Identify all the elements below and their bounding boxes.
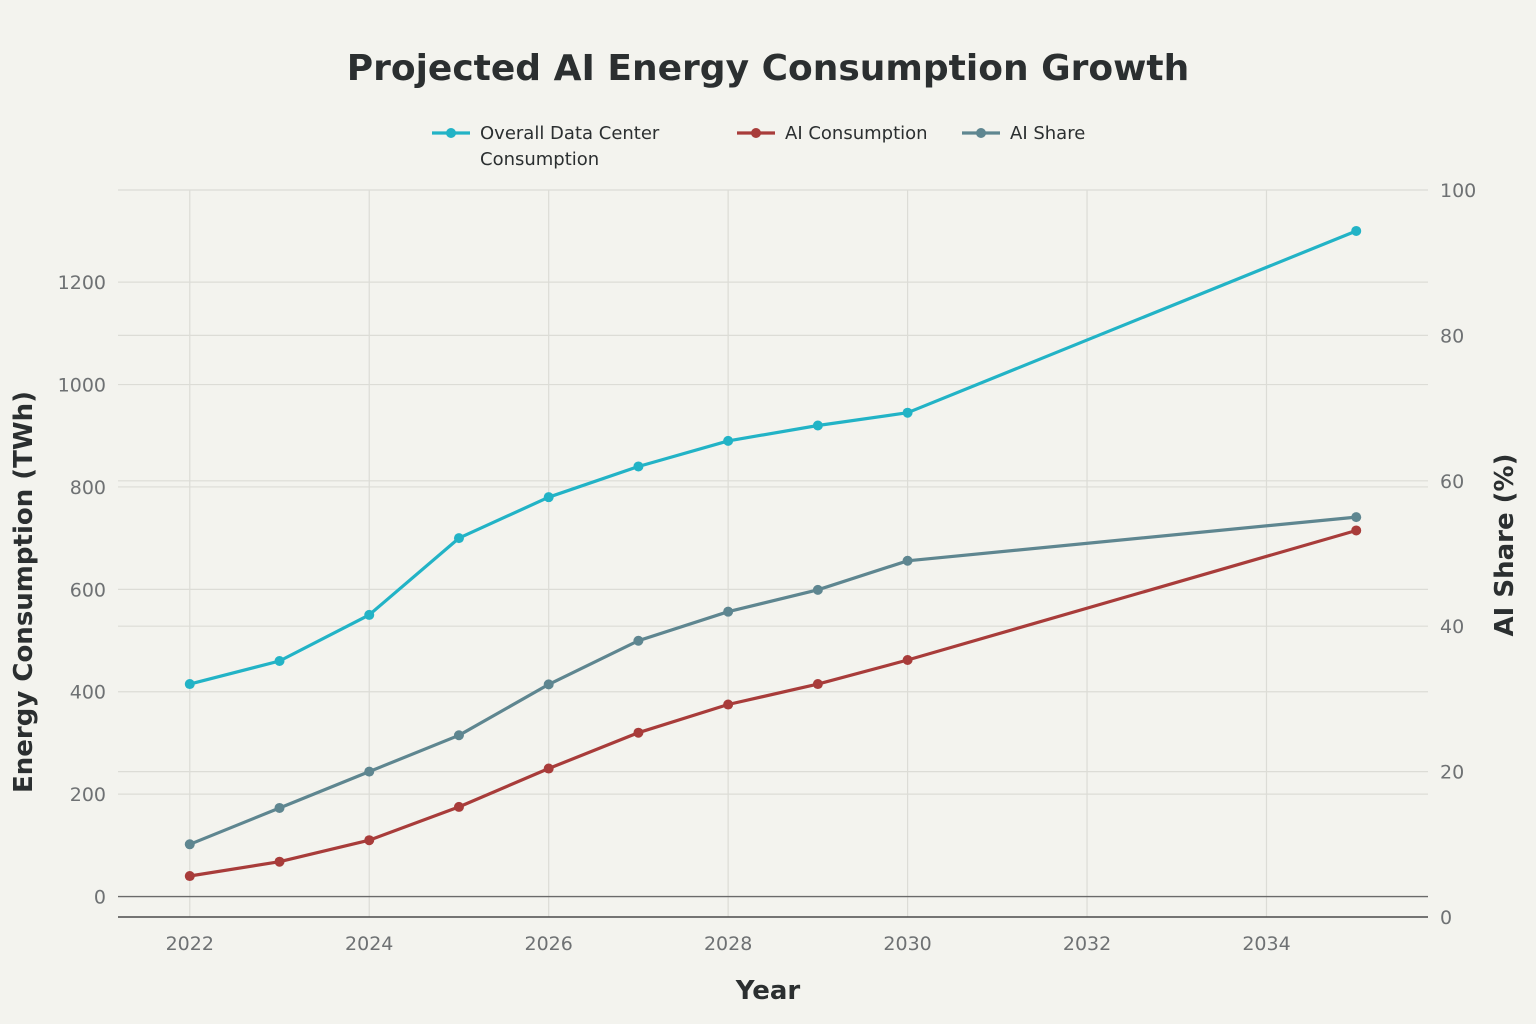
data-point[interactable]	[543, 763, 554, 774]
x-tick-label: 2034	[1242, 933, 1290, 955]
data-point[interactable]	[723, 435, 734, 446]
data-point[interactable]	[184, 871, 195, 882]
legend-label: AI Consumption	[785, 123, 928, 144]
data-point[interactable]	[364, 609, 375, 620]
data-point[interactable]	[812, 679, 823, 690]
y2-tick-label: 80	[1440, 325, 1464, 347]
legend-item-0[interactable]: Overall Data Center Consumption	[432, 123, 660, 170]
legend[interactable]: Overall Data Center Consumption AI Consump…	[432, 123, 1085, 170]
data-point[interactable]	[364, 835, 375, 846]
legend-swatch-marker	[976, 128, 986, 138]
legend-item-1[interactable]: AI Consumption	[737, 123, 928, 144]
y-tick-label: 1000	[58, 375, 106, 397]
data-point[interactable]	[274, 656, 285, 667]
legend-label: Overall Data Center Consumption	[480, 123, 660, 170]
data-point[interactable]	[543, 492, 554, 503]
x-axis-title: Year	[735, 976, 801, 1006]
y2-axis-title: AI Share (%)	[1490, 454, 1520, 637]
data-point[interactable]	[633, 461, 644, 472]
data-point[interactable]	[812, 584, 823, 595]
series-layer	[184, 225, 1362, 882]
series-line-2[interactable]	[188, 515, 1358, 846]
chart-title: Projected AI Energy Consumption Growth	[347, 48, 1190, 89]
data-point[interactable]	[1351, 225, 1362, 236]
axis-layer: 2022 2024 2026 2028 2030 2032 2034020040060080…	[58, 180, 1477, 955]
y2-tick-label: 60	[1440, 471, 1464, 493]
x-tick-label: 2030	[883, 933, 931, 955]
y-axis-title: Energy Consumption (TWh)	[9, 391, 39, 793]
y-tick-label: 0	[94, 887, 106, 909]
x-tick-label: 2024	[345, 933, 393, 955]
x-tick-label: 2022	[166, 933, 214, 955]
data-point[interactable]	[902, 654, 913, 665]
data-point[interactable]	[1351, 512, 1362, 523]
y-tick-label: 1200	[58, 272, 106, 294]
data-point[interactable]	[274, 856, 285, 867]
data-point[interactable]	[184, 679, 195, 690]
data-point[interactable]	[812, 420, 823, 431]
data-point[interactable]	[274, 802, 285, 813]
data-point[interactable]	[633, 635, 644, 646]
data-point[interactable]	[453, 533, 464, 544]
data-point[interactable]	[723, 606, 734, 617]
y-tick-label: 800	[70, 477, 106, 499]
data-point[interactable]	[364, 766, 375, 777]
data-point[interactable]	[543, 679, 554, 690]
y-tick-label: 400	[70, 682, 106, 704]
series-line-1[interactable]	[188, 528, 1358, 878]
legend-swatch-marker	[446, 128, 456, 138]
y-tick-label: 600	[70, 579, 106, 601]
x-tick-label: 2026	[525, 933, 573, 955]
grid-layer	[118, 189, 1428, 917]
data-point[interactable]	[633, 727, 644, 738]
data-point[interactable]	[902, 407, 913, 418]
y2-tick-label: 20	[1440, 762, 1464, 784]
x-tick-label: 2032	[1063, 933, 1111, 955]
y2-tick-label: 40	[1440, 616, 1464, 638]
data-point[interactable]	[723, 699, 734, 710]
y-tick-label: 200	[70, 784, 106, 806]
data-point[interactable]	[902, 555, 913, 566]
y2-tick-label: 100	[1440, 180, 1476, 202]
data-point[interactable]	[1351, 525, 1362, 536]
legend-label: AI Share	[1010, 123, 1085, 144]
y2-tick-label: 0	[1440, 907, 1452, 929]
legend-item-2[interactable]: AI Share	[962, 123, 1085, 144]
data-point[interactable]	[453, 801, 464, 812]
series-line-0[interactable]	[188, 229, 1358, 686]
x-tick-label: 2028	[704, 933, 752, 955]
legend-swatch-marker	[751, 128, 761, 138]
data-point[interactable]	[184, 839, 195, 850]
data-point[interactable]	[453, 730, 464, 741]
